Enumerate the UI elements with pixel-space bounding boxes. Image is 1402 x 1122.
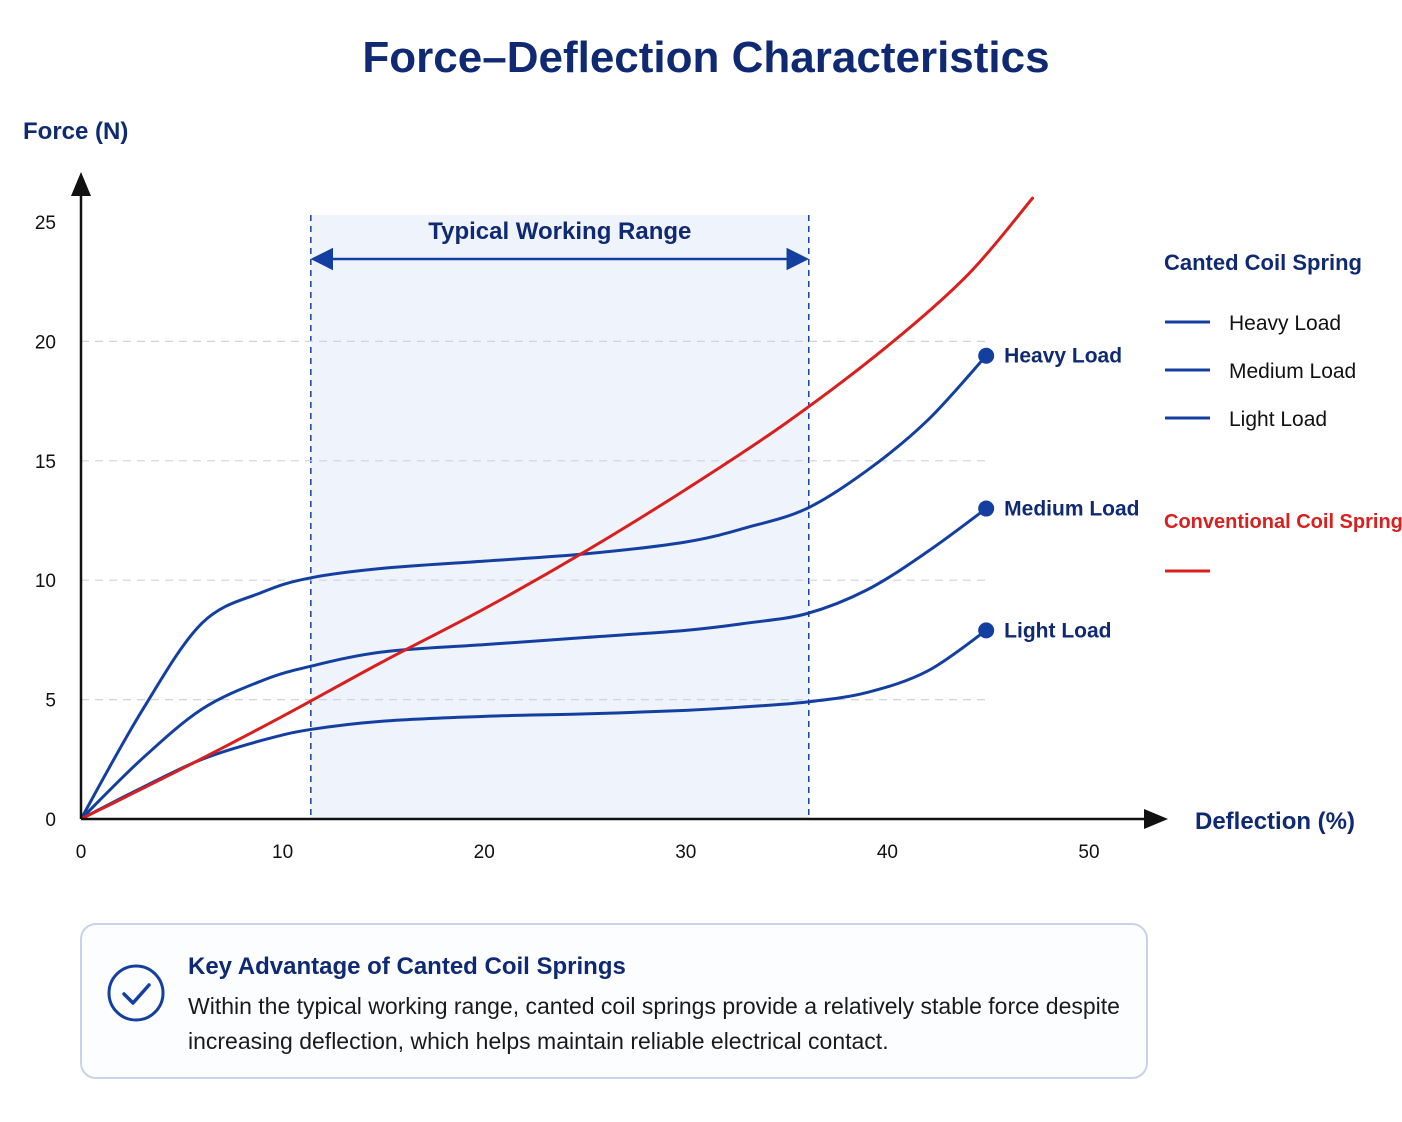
working-range-band: [310, 215, 809, 819]
legend-canted-title: Canted Coil Spring: [1164, 250, 1362, 275]
y-tick-label: 20: [35, 332, 56, 353]
legend-item-light: Light Load: [1229, 408, 1327, 431]
x-axis-arrow-icon: [1144, 809, 1168, 829]
y-tick-label: 10: [35, 571, 56, 592]
heavy-load-curve: [81, 354, 988, 819]
chart-title: Force–Deflection Characteristics: [362, 33, 1049, 82]
medium-load-end-label: Medium Load: [1004, 498, 1139, 521]
x-tick-label: 10: [272, 842, 293, 863]
y-tick-label: 15: [35, 452, 56, 473]
y-tick-label: 25: [35, 213, 56, 234]
light-load-end-label: Light Load: [1004, 619, 1111, 642]
force-deflection-chart: Force–Deflection Characteristics Force (…: [23, 33, 1402, 863]
medium-load-end-marker: [978, 500, 995, 517]
medium-load-curve: [81, 507, 988, 819]
light-load-end-marker: [978, 622, 995, 639]
key-advantage-box: Key Advantage of Canted Coil Springs Wit…: [80, 923, 1148, 1079]
conventional-spring-line: [81, 196, 1035, 819]
x-tick-label: 20: [474, 842, 495, 863]
x-tick-label: 40: [877, 842, 898, 863]
y-tick-label: 0: [45, 810, 56, 831]
legend-item-heavy: Heavy Load: [1229, 312, 1341, 335]
legend-conventional-title: Conventional Coil Spring: [1164, 511, 1402, 533]
key-advantage-title: Key Advantage of Canted Coil Springs: [188, 953, 626, 980]
working-range-label: Typical Working Range: [428, 218, 691, 245]
heavy-load-end-label: Heavy Load: [1004, 345, 1122, 368]
light-load-curve: [81, 628, 988, 819]
y-tick-label: 5: [45, 691, 56, 712]
key-advantage-text: Within the typical working range, canted…: [188, 993, 1120, 1054]
y-axis-title: Force (N): [23, 118, 128, 145]
x-tick-label: 50: [1078, 842, 1099, 863]
check-circle-icon: [107, 964, 165, 1022]
x-tick-label: 0: [76, 842, 87, 863]
y-axis-arrow-icon: [71, 172, 91, 196]
x-axis-title: Deflection (%): [1195, 808, 1355, 835]
x-tick-label: 30: [675, 842, 696, 863]
heavy-load-end-marker: [978, 347, 995, 364]
legend-item-medium: Medium Load: [1229, 360, 1356, 383]
